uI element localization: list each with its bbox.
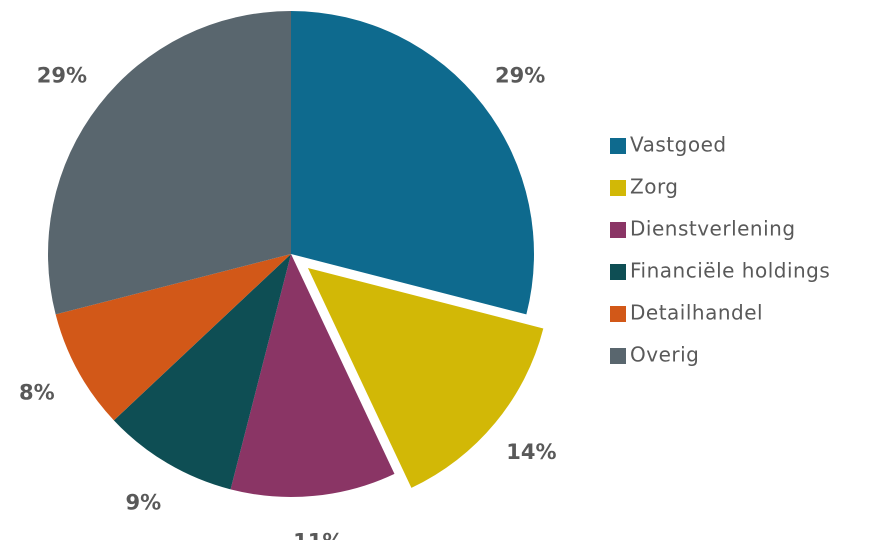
data-label: 29% xyxy=(37,63,87,87)
legend-swatch xyxy=(610,138,626,154)
legend-label: Dienstverlening xyxy=(630,217,796,241)
pie-slice xyxy=(307,268,544,488)
legend-swatch xyxy=(610,264,626,280)
data-label: 29% xyxy=(495,63,545,87)
legend-label: Vastgoed xyxy=(630,133,727,157)
legend-swatch xyxy=(610,306,626,322)
pie-slice xyxy=(55,254,291,421)
pie-slice xyxy=(113,254,291,490)
legend-label: Overig xyxy=(630,343,699,367)
legend-label: Zorg xyxy=(630,175,679,199)
data-label: 9% xyxy=(126,491,162,515)
legend-swatch xyxy=(610,180,626,196)
pie-slice xyxy=(291,11,534,315)
pie-slice xyxy=(47,11,292,315)
pie-slice xyxy=(230,254,395,497)
legend-swatch xyxy=(610,348,626,364)
data-label: 8% xyxy=(19,381,55,405)
legend-label: Detailhandel xyxy=(630,301,763,325)
data-label: 14% xyxy=(506,440,556,464)
data-label: 11% xyxy=(293,530,343,540)
legend-label: Financiële holdings xyxy=(630,259,830,283)
legend-swatch xyxy=(610,222,626,238)
